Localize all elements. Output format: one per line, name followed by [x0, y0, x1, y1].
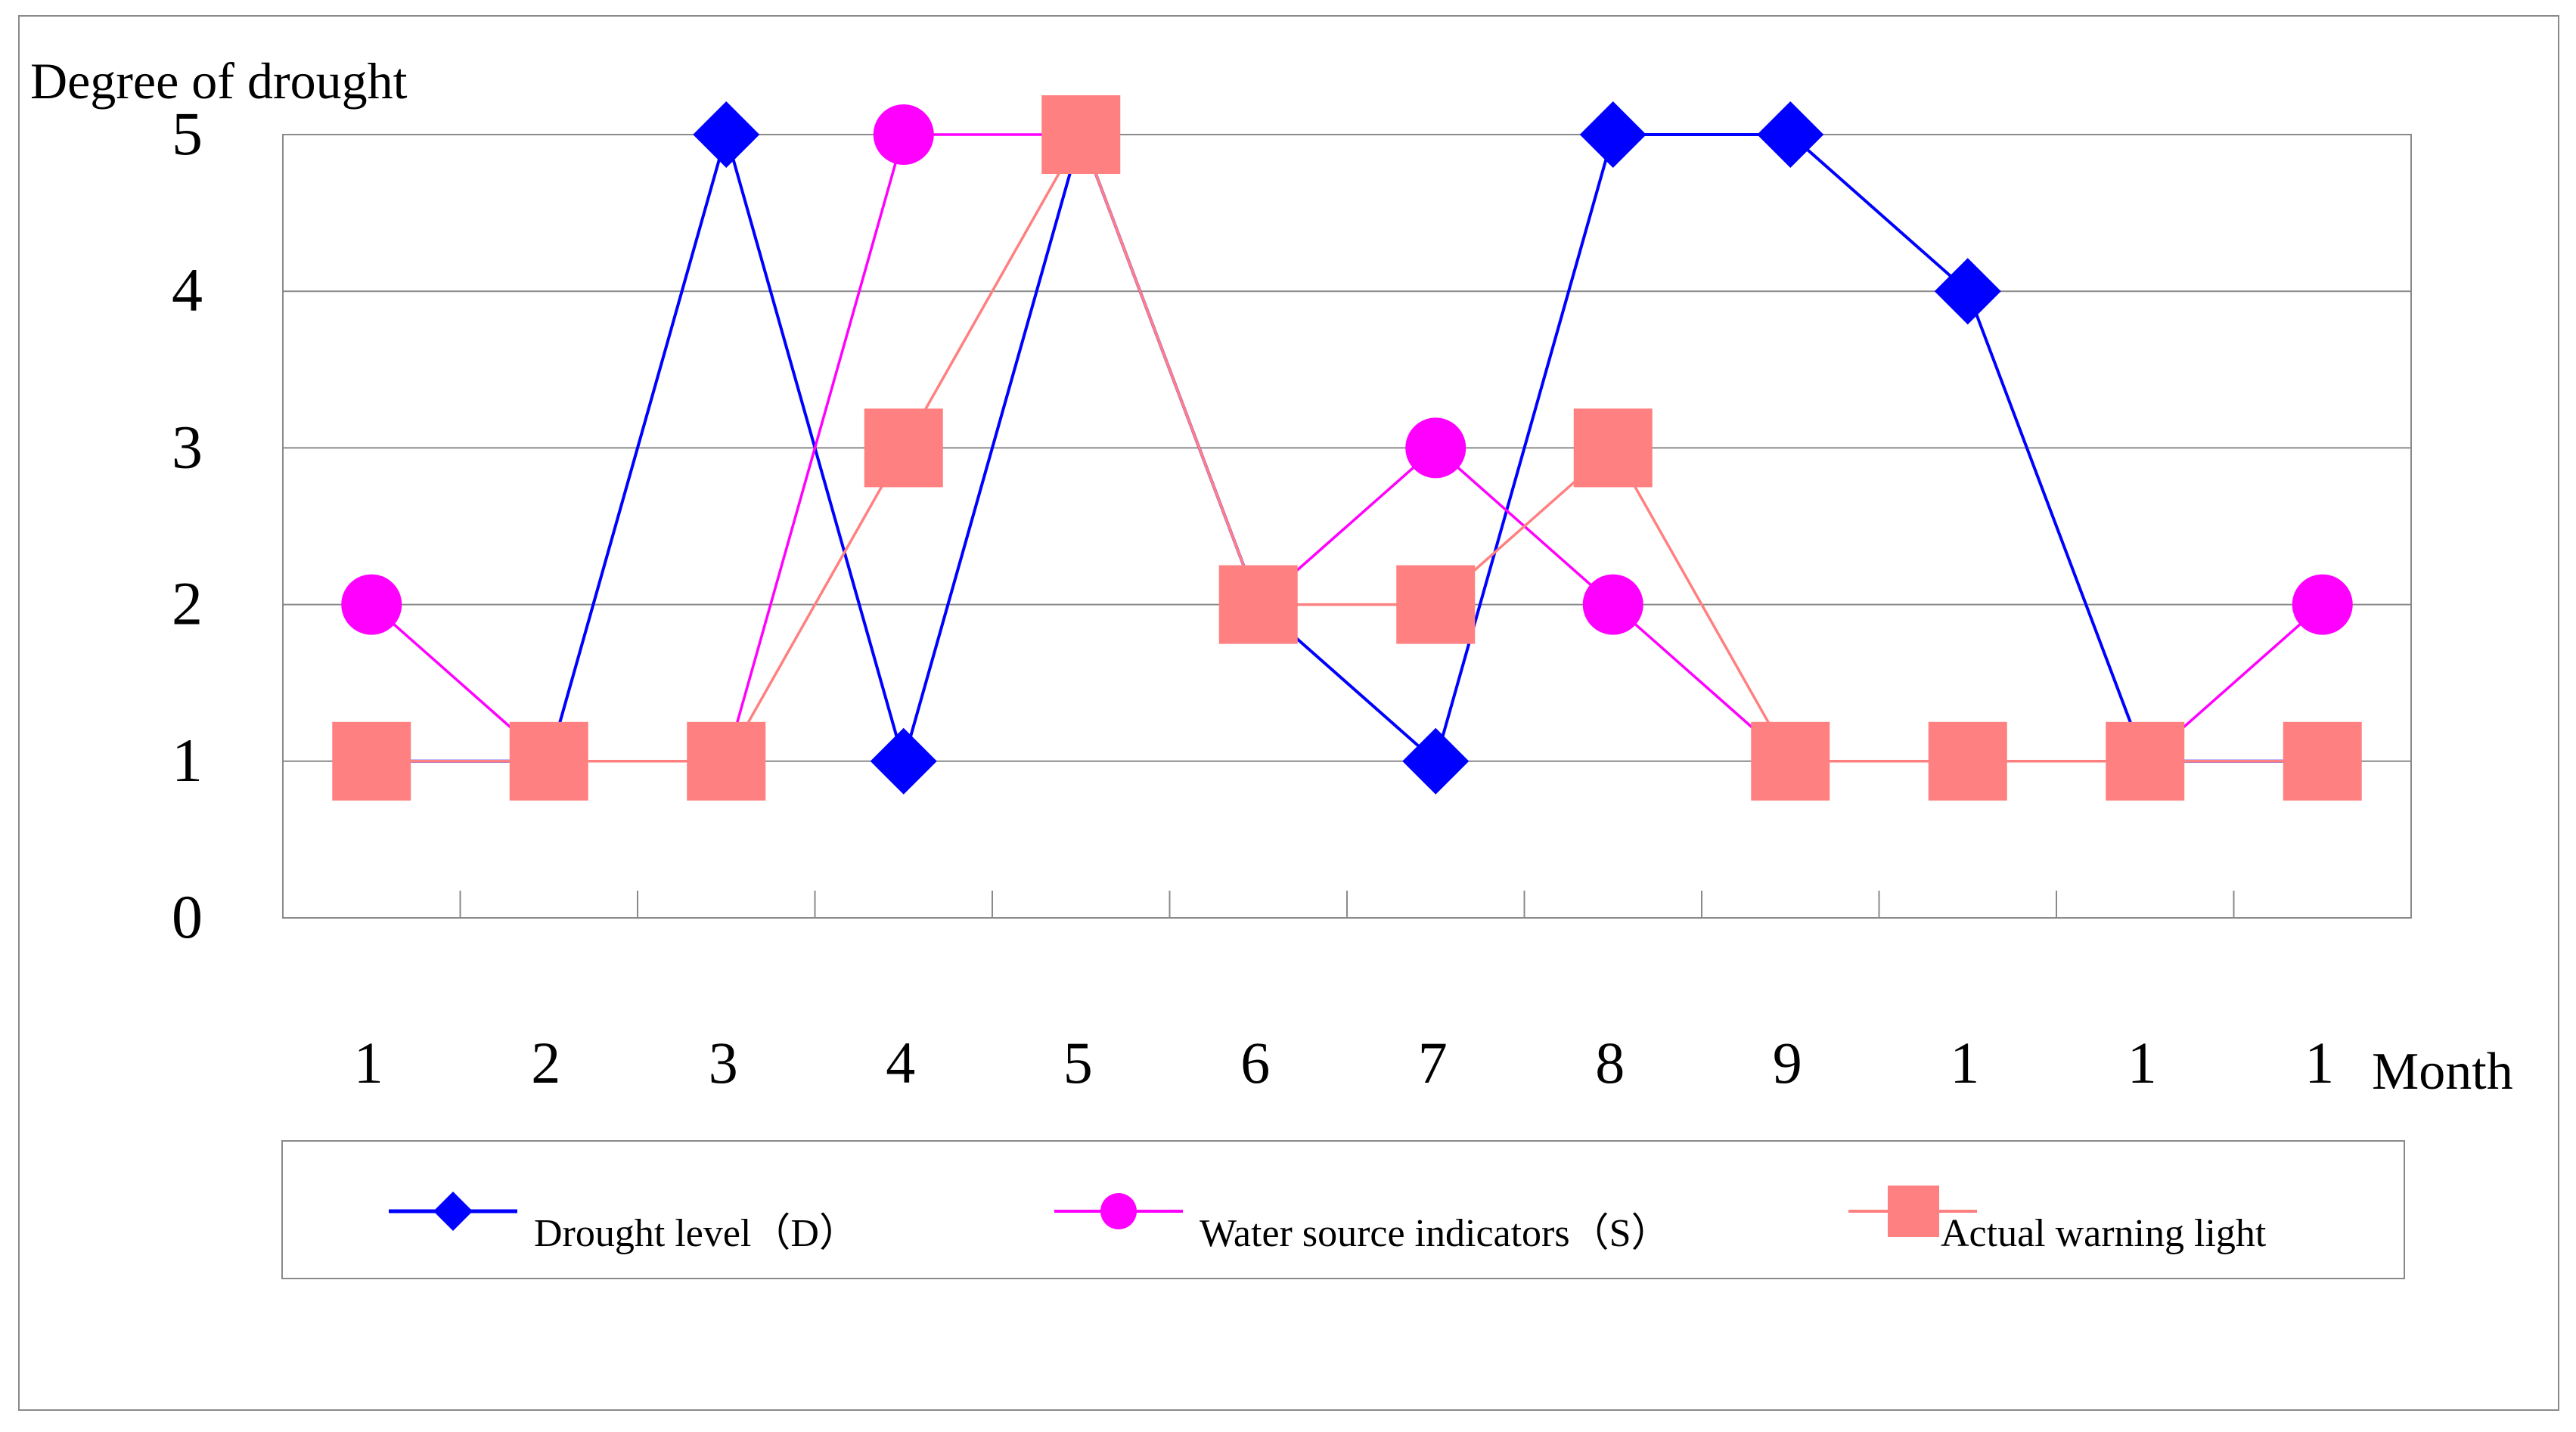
data-point-circle [2292, 574, 2353, 635]
y-tick-label: 3 [172, 412, 203, 481]
legend-item-warning-light: Actual warning light [1848, 1142, 2378, 1281]
legend-swatch-square [1848, 1186, 1977, 1237]
data-point-circle [341, 574, 402, 635]
x-tick-label: 4 [886, 1030, 915, 1096]
x-tick-label: 8 [1595, 1030, 1625, 1096]
y-axis-title: Degree of drought [30, 52, 408, 110]
x-tick-label: 3 [709, 1030, 738, 1096]
x-tick-label: 6 [1240, 1030, 1270, 1096]
data-point-diamond [693, 101, 760, 168]
data-point-diamond [1757, 101, 1824, 168]
legend-swatch-diamond [389, 1192, 517, 1231]
x-tick-label: 1 [2128, 1030, 2157, 1096]
legend-item-drought-level: Drought level（D） [389, 1142, 918, 1281]
data-point-circle [1405, 417, 1466, 479]
square-marker-icon [1888, 1186, 1939, 1237]
diamond-marker-icon [433, 1192, 473, 1231]
data-point-diamond [1579, 101, 1646, 168]
data-point-square [2106, 721, 2185, 801]
data-point-square [332, 721, 411, 801]
x-tick-label: 2 [531, 1030, 560, 1096]
data-point-square [2283, 721, 2362, 801]
data-point-square [1041, 95, 1121, 174]
y-tick-label: 0 [172, 882, 203, 951]
data-point-square [1928, 721, 2007, 801]
x-tick-label: 9 [1773, 1030, 1802, 1096]
data-point-square [509, 721, 588, 801]
data-point-square [1751, 721, 1830, 801]
legend-label-warning-light: Actual warning light [1941, 1212, 2267, 1255]
x-tick-label: 1 [354, 1030, 383, 1096]
y-tick-label: 4 [172, 256, 203, 324]
y-tick-label: 2 [172, 569, 203, 638]
data-point-diamond [1402, 727, 1470, 795]
x-tick-label: 1 [1950, 1030, 1979, 1096]
legend-item-water-source: Water source indicators（S） [1054, 1142, 1671, 1281]
legend-label-drought-level: Drought level（D） [534, 1212, 858, 1255]
data-point-square [1396, 565, 1476, 644]
data-point-square [687, 721, 766, 801]
legend: Drought level（D） Water source indicators… [281, 1140, 2405, 1279]
x-tick-label: 7 [1418, 1030, 1448, 1096]
data-point-square [1218, 565, 1298, 644]
y-tick-label: 5 [172, 99, 203, 168]
data-point-square [1573, 408, 1653, 488]
data-point-diamond [870, 727, 937, 795]
legend-label-water-source: Water source indicators（S） [1200, 1212, 1671, 1255]
data-point-square [864, 408, 943, 488]
data-point-circle [873, 104, 934, 165]
data-point-diamond [1934, 258, 2001, 325]
x-axis-title: Month [2372, 1043, 2513, 1101]
y-tick-label: 1 [172, 726, 203, 795]
legend-swatch-circle [1054, 1193, 1183, 1229]
data-point-circle [1582, 574, 1643, 635]
x-tick-label: 1 [2304, 1030, 2334, 1096]
series-line-0 [371, 133, 2323, 763]
x-tick-label: 5 [1063, 1030, 1093, 1096]
circle-marker-icon [1100, 1193, 1137, 1229]
